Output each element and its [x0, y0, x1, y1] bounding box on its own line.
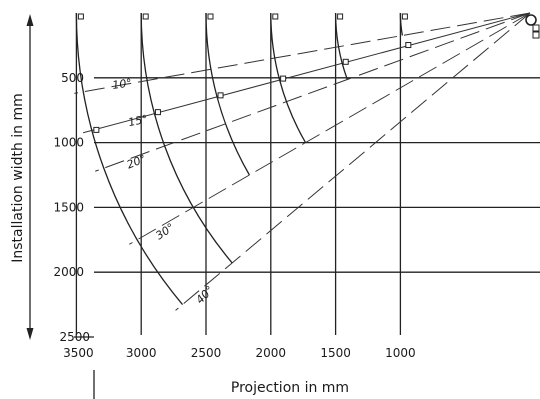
angle-label: 15° [127, 112, 149, 129]
y-axis-title: Installation width in mm [10, 93, 26, 263]
angle-label: 20° [125, 152, 148, 171]
y-tick-label: 2000 [53, 265, 84, 279]
arc-top-mark [272, 13, 279, 20]
y-tick-label: 1000 [53, 136, 84, 150]
ray-point-mark [217, 92, 224, 99]
angle-ray [82, 12, 531, 134]
x-tick-label: 1000 [385, 346, 416, 360]
angle-label: 30° [153, 221, 176, 243]
arc-top-mark [401, 13, 408, 20]
angle-label: 40° [193, 283, 216, 306]
grid [74, 13, 540, 338]
angle-ray [129, 12, 531, 245]
x-tick-label: 2000 [256, 346, 287, 360]
angle-label: 10° [112, 76, 133, 92]
x-tick-label: 2500 [191, 346, 222, 360]
arc-top-mark [337, 13, 344, 20]
x-tick-label: 1500 [320, 346, 351, 360]
x-tick-label: 3000 [126, 346, 157, 360]
arcs [75, 12, 412, 305]
y-tick-label: 1500 [53, 200, 84, 214]
y-tick-label: 2500 [59, 330, 90, 344]
projection-arc [205, 12, 250, 176]
arc-top-mark [207, 13, 214, 20]
projection-arc [334, 12, 348, 80]
ray-point-mark [154, 109, 161, 116]
angle-ray [95, 12, 531, 172]
angle-ray [175, 12, 531, 311]
arc-top-mark [77, 13, 84, 20]
ray-point-mark [405, 42, 412, 49]
ray-point-mark [93, 126, 100, 133]
x-axis-title: Projection in mm [231, 380, 349, 396]
arc-top-mark [142, 13, 149, 20]
y-tick-label: 500 [61, 71, 84, 85]
x-tick-label: 3500 [63, 346, 94, 360]
y-dimension-arrow [26, 14, 34, 340]
ray-point-mark [342, 58, 349, 65]
ray-point-mark [280, 75, 287, 82]
labels: 3500 3000 2500 2000 1500 1000 500 1000 1500 2000 2… [53, 71, 415, 360]
projection-arc [75, 12, 184, 305]
angle-ray [74, 12, 531, 94]
projection-arc [270, 12, 307, 143]
projection-arc [399, 12, 404, 36]
apex-mount-icon [525, 14, 540, 39]
projection-arc [140, 12, 233, 264]
